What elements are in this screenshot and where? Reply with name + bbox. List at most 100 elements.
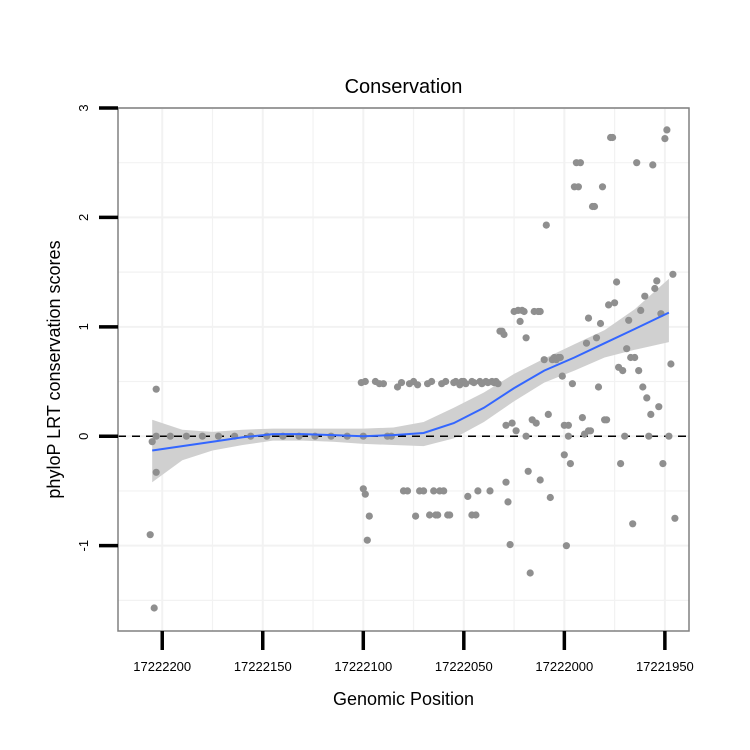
data-point xyxy=(166,432,174,440)
data-point xyxy=(669,270,677,278)
data-point xyxy=(526,569,534,577)
data-point xyxy=(663,126,671,134)
panel-border xyxy=(117,107,690,632)
data-point xyxy=(524,467,532,475)
data-point xyxy=(562,542,571,550)
data-point xyxy=(420,487,428,495)
data-point xyxy=(363,536,371,544)
data-point xyxy=(446,511,454,519)
x-tick-label: 17222150 xyxy=(234,659,292,674)
x-axis-title: Genomic Position xyxy=(333,689,474,709)
data-point xyxy=(512,427,520,435)
data-point xyxy=(564,432,573,440)
data-point xyxy=(639,383,647,391)
data-point xyxy=(576,159,585,167)
data-point xyxy=(434,511,442,519)
data-point xyxy=(152,468,160,476)
data-point xyxy=(470,379,478,387)
data-point xyxy=(637,306,645,314)
data-point xyxy=(426,511,434,519)
data-point xyxy=(522,432,530,440)
data-point xyxy=(536,307,544,316)
data-point xyxy=(474,487,482,495)
data-point xyxy=(641,292,649,300)
y-tick-label: 1 xyxy=(76,323,91,330)
data-point xyxy=(508,419,516,427)
data-point xyxy=(494,380,502,388)
data-point xyxy=(182,432,190,440)
data-point xyxy=(623,345,631,353)
data-point xyxy=(198,432,206,440)
data-point xyxy=(502,478,510,486)
data-point xyxy=(649,161,657,169)
data-point xyxy=(594,383,603,391)
data-point xyxy=(603,416,611,424)
data-point xyxy=(625,316,633,324)
y-tick-label: 0 xyxy=(76,433,91,440)
data-point xyxy=(361,490,369,498)
data-point xyxy=(611,299,619,307)
data-point xyxy=(645,432,653,440)
data-point xyxy=(621,432,629,440)
data-point xyxy=(397,379,406,387)
data-point xyxy=(214,432,223,440)
data-point xyxy=(152,432,160,440)
data-point xyxy=(631,353,639,362)
x-tick-label: 17222000 xyxy=(535,659,593,674)
data-point xyxy=(146,531,154,539)
data-point xyxy=(462,380,470,388)
data-point xyxy=(500,330,508,339)
data-point xyxy=(148,438,156,446)
data-point xyxy=(661,135,669,143)
x-tick-label: 17222200 xyxy=(133,659,191,674)
data-point xyxy=(430,487,438,495)
data-point xyxy=(520,307,528,316)
data-point xyxy=(655,403,663,411)
data-point xyxy=(414,381,422,389)
data-point xyxy=(596,319,605,328)
data-point xyxy=(619,367,627,375)
data-point xyxy=(412,512,420,520)
data-point xyxy=(584,314,593,322)
data-point xyxy=(635,367,643,375)
data-point xyxy=(605,301,613,309)
data-point xyxy=(643,394,651,402)
x-tick-label: 17222100 xyxy=(334,659,392,674)
data-point xyxy=(566,460,575,468)
data-point xyxy=(365,512,373,520)
data-point xyxy=(361,377,369,386)
data-point xyxy=(442,377,450,386)
data-point xyxy=(327,432,335,440)
data-point xyxy=(472,511,480,519)
data-point xyxy=(486,487,494,495)
data-point xyxy=(502,421,510,429)
data-point xyxy=(359,485,367,493)
y-axis: -1 0 1 2 3 xyxy=(76,104,118,551)
data-point xyxy=(150,604,158,612)
data-point xyxy=(647,410,655,418)
confidence-band xyxy=(152,278,669,483)
smooth-line-layer xyxy=(152,311,670,452)
data-point xyxy=(617,460,625,468)
y-axis-title: phyloP LRT conservation scores xyxy=(44,240,64,498)
data-point xyxy=(506,541,514,549)
data-point xyxy=(609,133,617,142)
data-point xyxy=(536,476,544,484)
y-tick-label: 2 xyxy=(76,214,91,221)
y-tick-label: 3 xyxy=(76,104,91,111)
x-tick-label: 17222050 xyxy=(435,659,493,674)
data-point xyxy=(542,221,550,229)
data-point xyxy=(586,427,595,435)
data-point xyxy=(592,334,601,342)
data-point xyxy=(464,492,472,500)
data-point xyxy=(556,353,564,362)
data-point xyxy=(564,421,573,429)
data-point xyxy=(578,414,587,422)
data-point xyxy=(582,339,591,347)
data-point xyxy=(403,487,412,495)
data-point xyxy=(428,377,436,386)
x-axis: 17222200 17222150 17222100 17222050 17222000… xyxy=(133,631,694,674)
data-point xyxy=(659,460,667,468)
data-point xyxy=(651,284,659,293)
